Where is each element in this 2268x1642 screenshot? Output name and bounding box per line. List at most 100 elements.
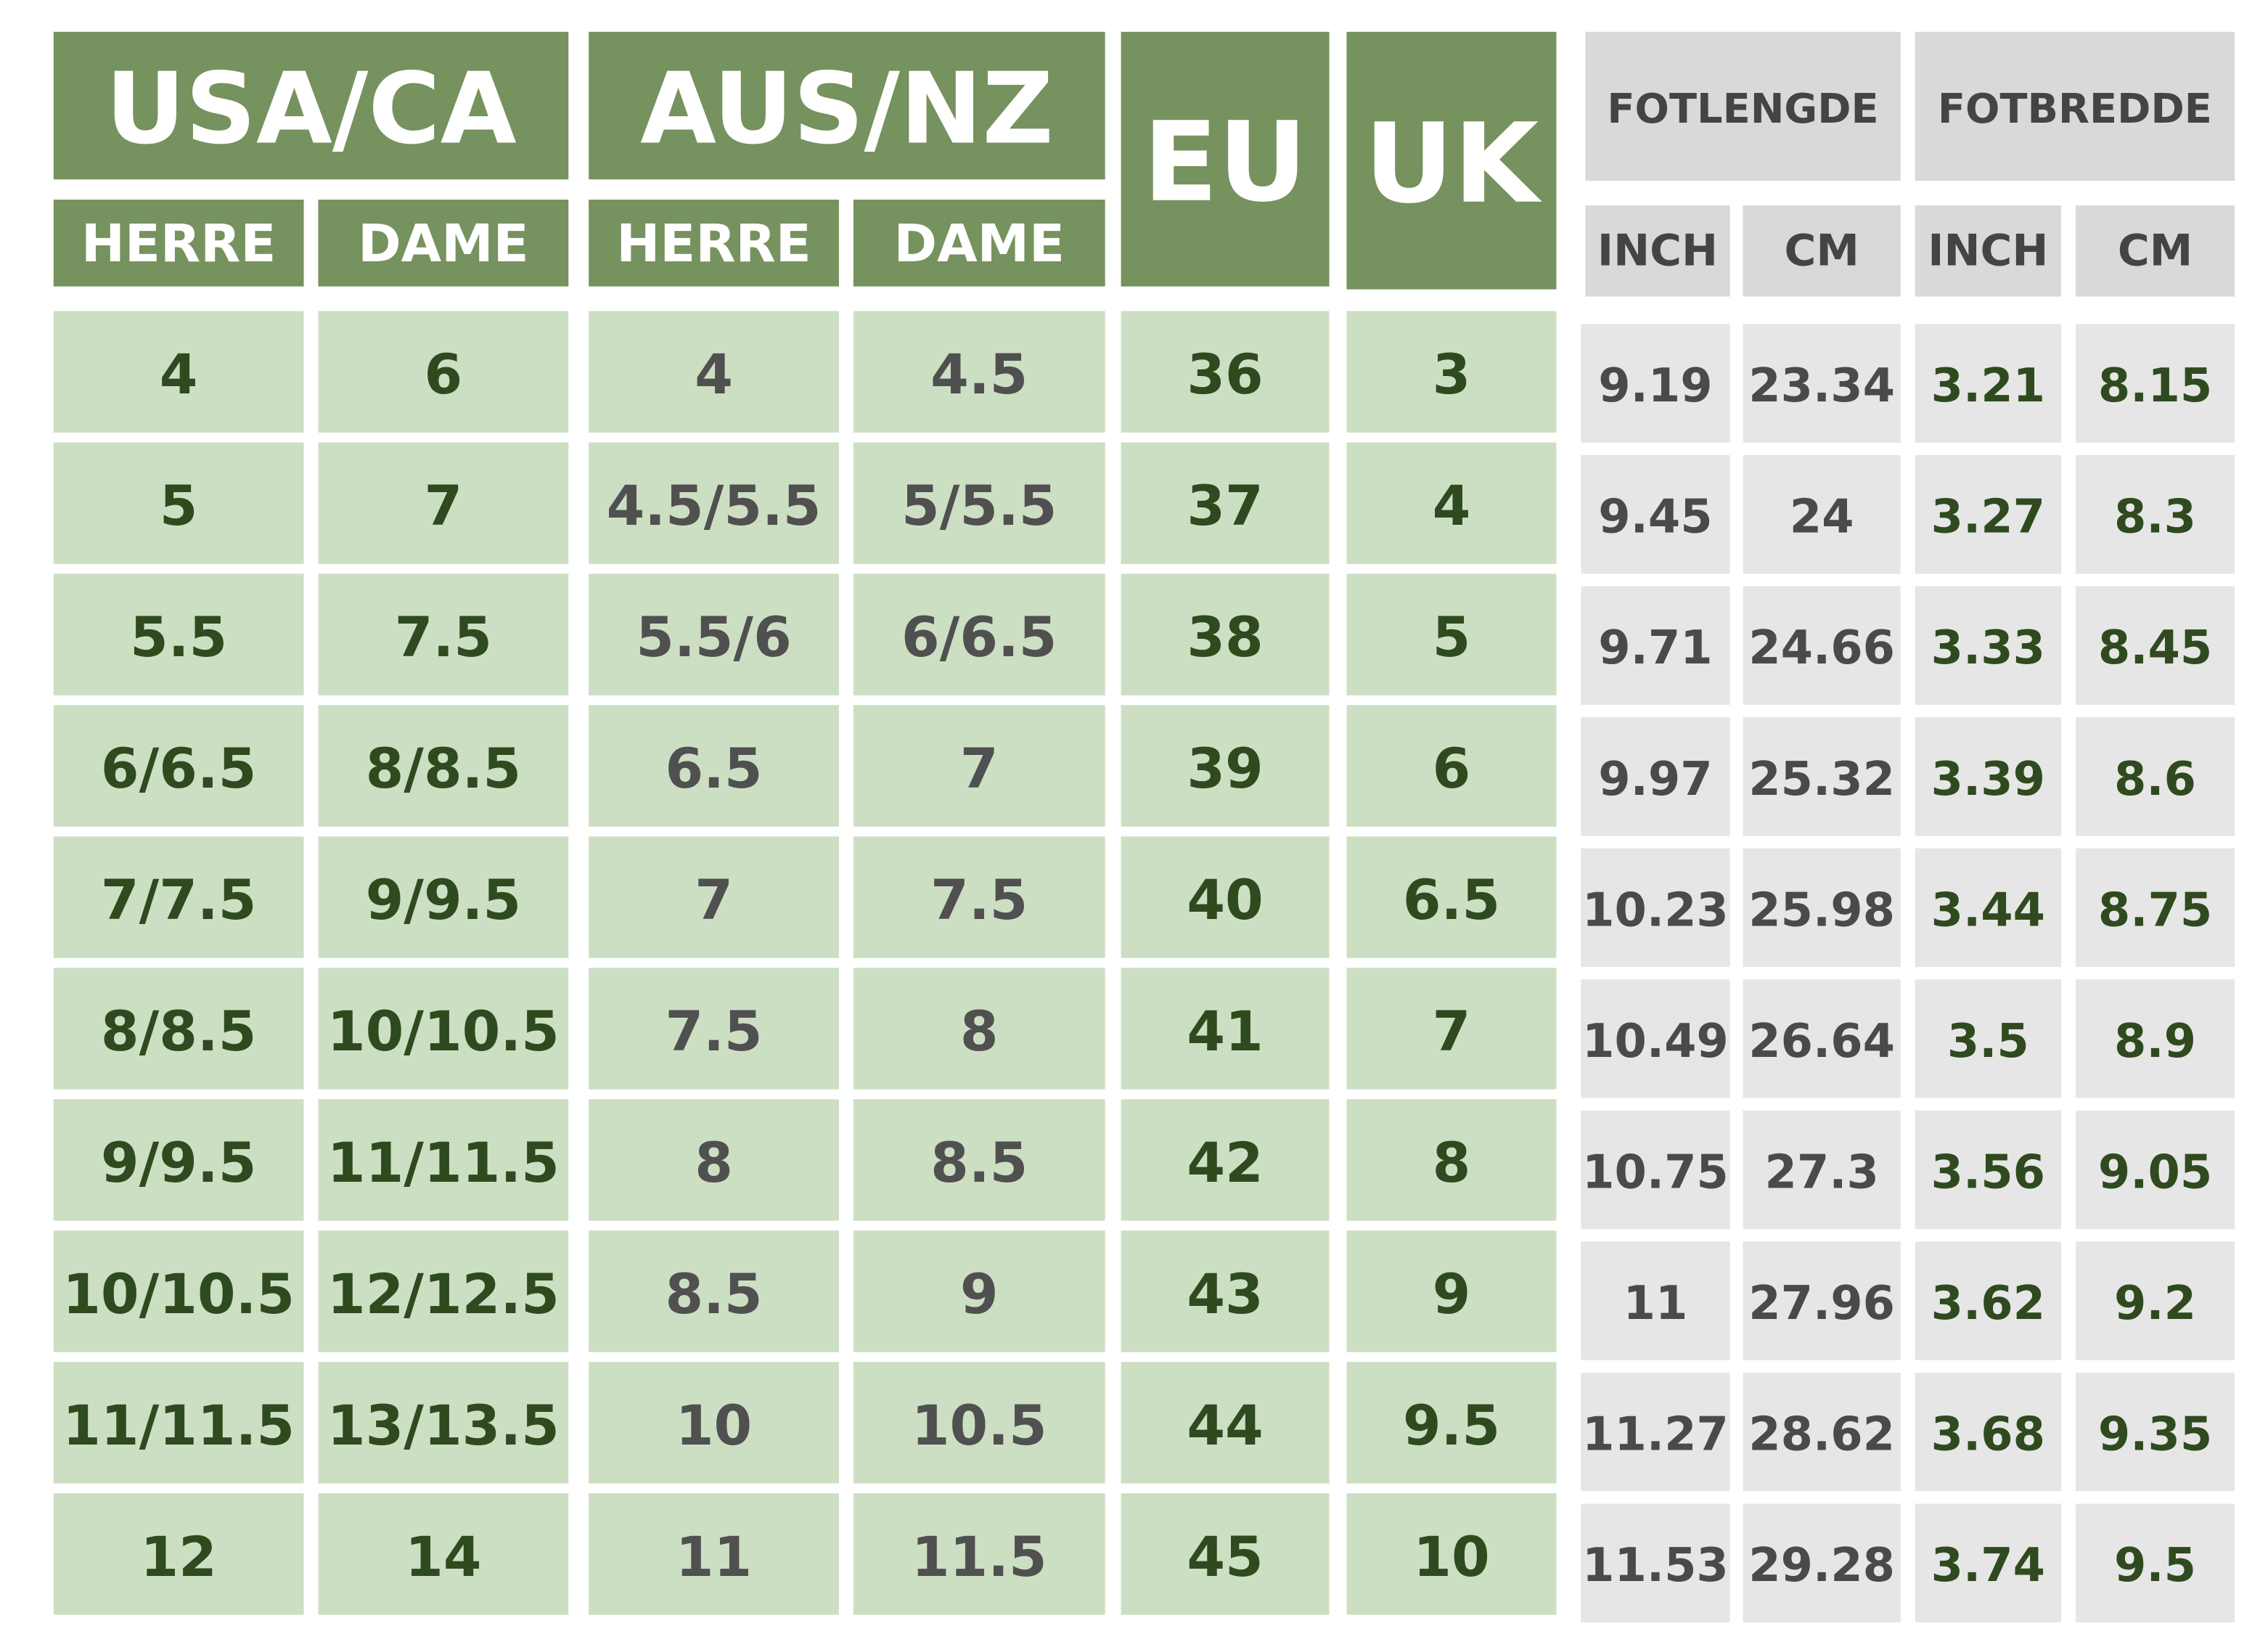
cell-text: 3.56 (1931, 1145, 2045, 1199)
cell-text: 4 (1433, 474, 1471, 538)
table-cell (1346, 836, 1557, 958)
cell-text: 36 (1187, 343, 1263, 407)
cell-text: 4.5 (930, 343, 1028, 407)
table-cell (1915, 324, 2061, 443)
table-cell (318, 705, 569, 827)
cell-text: 24 (1790, 491, 1854, 544)
cell-text: 10.75 (1582, 1145, 1729, 1199)
table-cell (1121, 1362, 1330, 1484)
group-header: AUS/NZ (640, 51, 1054, 166)
table-cell (589, 1493, 839, 1615)
subheader: HERRE (616, 213, 811, 274)
table-cell (2075, 454, 2235, 574)
cell-text: 12 (140, 1525, 216, 1589)
table-cell (1346, 968, 1557, 1090)
cell-text: 8.6 (2114, 753, 2196, 806)
cell-text: 24.66 (1748, 621, 1895, 675)
group-header-cell (53, 31, 569, 180)
table-cell (53, 573, 304, 695)
subheader-cell (1585, 205, 1730, 297)
cell-text: 9.05 (2098, 1145, 2212, 1199)
cell-text: 9.35 (2098, 1408, 2212, 1462)
table-cell (53, 968, 304, 1090)
table-cell (1346, 1362, 1557, 1484)
table-cell (1581, 454, 1730, 574)
table-cell (2075, 848, 2235, 968)
subheader: CM (1784, 226, 1859, 276)
table-cell (1581, 717, 1730, 836)
subheader-cell (589, 200, 839, 287)
cell-text: 9.19 (1598, 359, 1712, 413)
cell-text: 8.5 (665, 1262, 762, 1326)
table-cell (853, 1099, 1105, 1221)
subheader: DAME (894, 213, 1065, 274)
table-cell (1121, 573, 1330, 695)
table-cell (1743, 586, 1901, 705)
table-cell (1743, 848, 1901, 968)
table-cell (2075, 717, 2235, 836)
table-cell (1121, 705, 1330, 827)
table-cell (1121, 311, 1330, 433)
cell-text: 12/12.5 (327, 1262, 560, 1326)
table-cell (853, 1493, 1105, 1615)
table-cell (53, 1362, 304, 1484)
cell-text: 7.5 (395, 605, 492, 669)
cell-text: 39 (1187, 737, 1263, 801)
cell-text: 7 (960, 737, 999, 801)
cell-text: 5 (1433, 605, 1471, 669)
table-cell (589, 705, 839, 827)
table-cell (853, 311, 1105, 433)
group-header: EU (1143, 98, 1307, 226)
cell-text: 14 (405, 1525, 481, 1589)
subheader: CM (2118, 226, 2193, 276)
table-cell (318, 1362, 569, 1484)
cell-text: 10 (1413, 1525, 1489, 1589)
table-cell (1581, 848, 1730, 968)
table-cell (1581, 979, 1730, 1098)
cell-text: 11.27 (1582, 1408, 1729, 1462)
cell-text: 6.5 (665, 737, 762, 801)
subheader-cell (2075, 205, 2235, 297)
cell-text: 7/7.5 (101, 868, 256, 932)
table-cell (1581, 1241, 1730, 1360)
cell-text: 5/5.5 (901, 474, 1057, 538)
table-cell (589, 311, 839, 433)
cell-text: 6.5 (1403, 868, 1500, 932)
table-cell (1915, 1110, 2061, 1230)
cell-text: 11.5 (912, 1525, 1047, 1589)
cell-text: 13/13.5 (327, 1394, 560, 1458)
cell-text: 44 (1187, 1394, 1263, 1458)
table-cell (1915, 1241, 2061, 1360)
table-cell (1121, 836, 1330, 958)
group-header-cell (1346, 31, 1557, 290)
cell-text: 8.9 (2114, 1015, 2196, 1069)
table-cell (853, 968, 1105, 1090)
table-cell (1346, 1099, 1557, 1221)
cell-text: 3 (1433, 343, 1471, 407)
cell-text: 40 (1187, 868, 1263, 932)
cell-text: 37 (1187, 474, 1263, 538)
table-cell (2075, 1372, 2235, 1492)
table-cell (1915, 454, 2061, 574)
cell-text: 23.34 (1748, 359, 1895, 413)
cell-text: 3.5 (1947, 1015, 2029, 1069)
table-cell (1346, 311, 1557, 433)
table-cell (1743, 454, 1901, 574)
table-cell (1121, 442, 1330, 564)
table-cell (1581, 324, 1730, 443)
cell-text: 9/9.5 (366, 868, 521, 932)
subheader: HERRE (81, 213, 277, 274)
table-cell (1581, 586, 1730, 705)
cell-text: 8 (1433, 1131, 1471, 1195)
table-cell (53, 1493, 304, 1615)
table-cell (2075, 586, 2235, 705)
cell-text: 3.21 (1931, 359, 2045, 413)
cell-text: 11/11.5 (62, 1394, 295, 1458)
cell-text: 9.71 (1598, 621, 1712, 675)
cell-text: 4.5/5.5 (607, 474, 822, 538)
table-cell (1915, 848, 2061, 968)
table-cell (318, 1230, 569, 1352)
table-cell (318, 573, 569, 695)
